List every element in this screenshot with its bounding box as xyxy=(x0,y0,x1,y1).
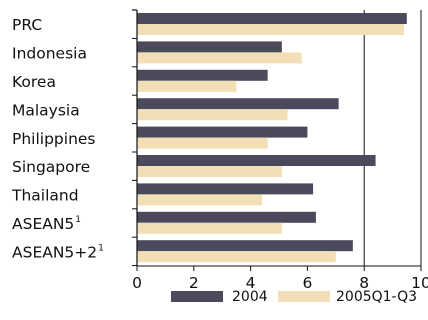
x-tick-labels: 0 2 4 6 8 10 xyxy=(132,274,428,292)
bar-series2-8 xyxy=(137,251,336,263)
category-label-1: Indonesia xyxy=(12,44,87,62)
bar-series2-4 xyxy=(137,137,268,149)
bar-series2-7 xyxy=(137,222,282,234)
axis-layer xyxy=(132,9,422,271)
bars-layer xyxy=(137,13,407,263)
category-label-text: Malaysia xyxy=(12,101,80,119)
bar-series1-1 xyxy=(137,41,282,53)
bar-series2-2 xyxy=(137,80,237,92)
category-label-text: ASEAN5 xyxy=(12,215,74,233)
category-label-3: Malaysia xyxy=(12,101,80,119)
category-label-8: ASEAN5+21 xyxy=(12,243,104,261)
bar-series2-0 xyxy=(137,24,404,35)
bar-series1-2 xyxy=(137,69,268,81)
legend-swatch-1 xyxy=(171,291,223,302)
bar-series1-0 xyxy=(137,13,407,24)
category-label-text: Singapore xyxy=(12,158,90,176)
bar-series1-7 xyxy=(137,211,316,223)
legend-label-1: 2004 xyxy=(232,289,268,305)
legend-swatch-2 xyxy=(278,291,330,302)
category-labels: PRC Indonesia Korea Malaysia Philippines Sing… xyxy=(11,16,104,261)
category-label-text: Thailand xyxy=(11,186,79,204)
x-tick-label-10: 10 xyxy=(411,274,428,292)
category-label-2: Korea xyxy=(12,73,56,91)
x-tick-label-8: 8 xyxy=(359,274,369,292)
legend-label-2: 2005Q1-Q3 xyxy=(336,289,417,305)
bar-series2-5 xyxy=(137,166,282,177)
category-label-4: Philippines xyxy=(12,129,96,147)
bar-series1-8 xyxy=(137,240,353,252)
category-label-0: PRC xyxy=(12,16,42,34)
category-label-text: ASEAN5+2 xyxy=(12,243,97,261)
x-tick-label-6: 6 xyxy=(302,274,312,292)
x-tick-label-0: 0 xyxy=(132,274,142,292)
category-label-text: Indonesia xyxy=(12,44,87,62)
bar-series2-1 xyxy=(137,52,302,64)
bar-series1-4 xyxy=(137,126,308,138)
category-label-6: Thailand xyxy=(11,186,79,204)
footnote-marker: 1 xyxy=(98,243,104,253)
footnote-marker: 1 xyxy=(75,215,81,225)
bar-series1-5 xyxy=(137,155,376,166)
bar-series1-3 xyxy=(137,98,339,110)
category-label-5: Singapore xyxy=(12,158,90,176)
bar-series2-6 xyxy=(137,194,262,206)
x-tick-label-4: 4 xyxy=(246,274,256,292)
grid-layer xyxy=(363,10,422,266)
bar-series1-6 xyxy=(137,183,314,195)
category-label-text: Philippines xyxy=(12,129,96,147)
bar-series2-3 xyxy=(137,109,288,121)
category-label-text: PRC xyxy=(12,16,42,34)
x-tick-label-2: 2 xyxy=(189,274,199,292)
legend: 2004 2005Q1-Q3 xyxy=(171,289,417,305)
category-label-text: Korea xyxy=(12,73,56,91)
category-label-7: ASEAN51 xyxy=(12,215,81,233)
